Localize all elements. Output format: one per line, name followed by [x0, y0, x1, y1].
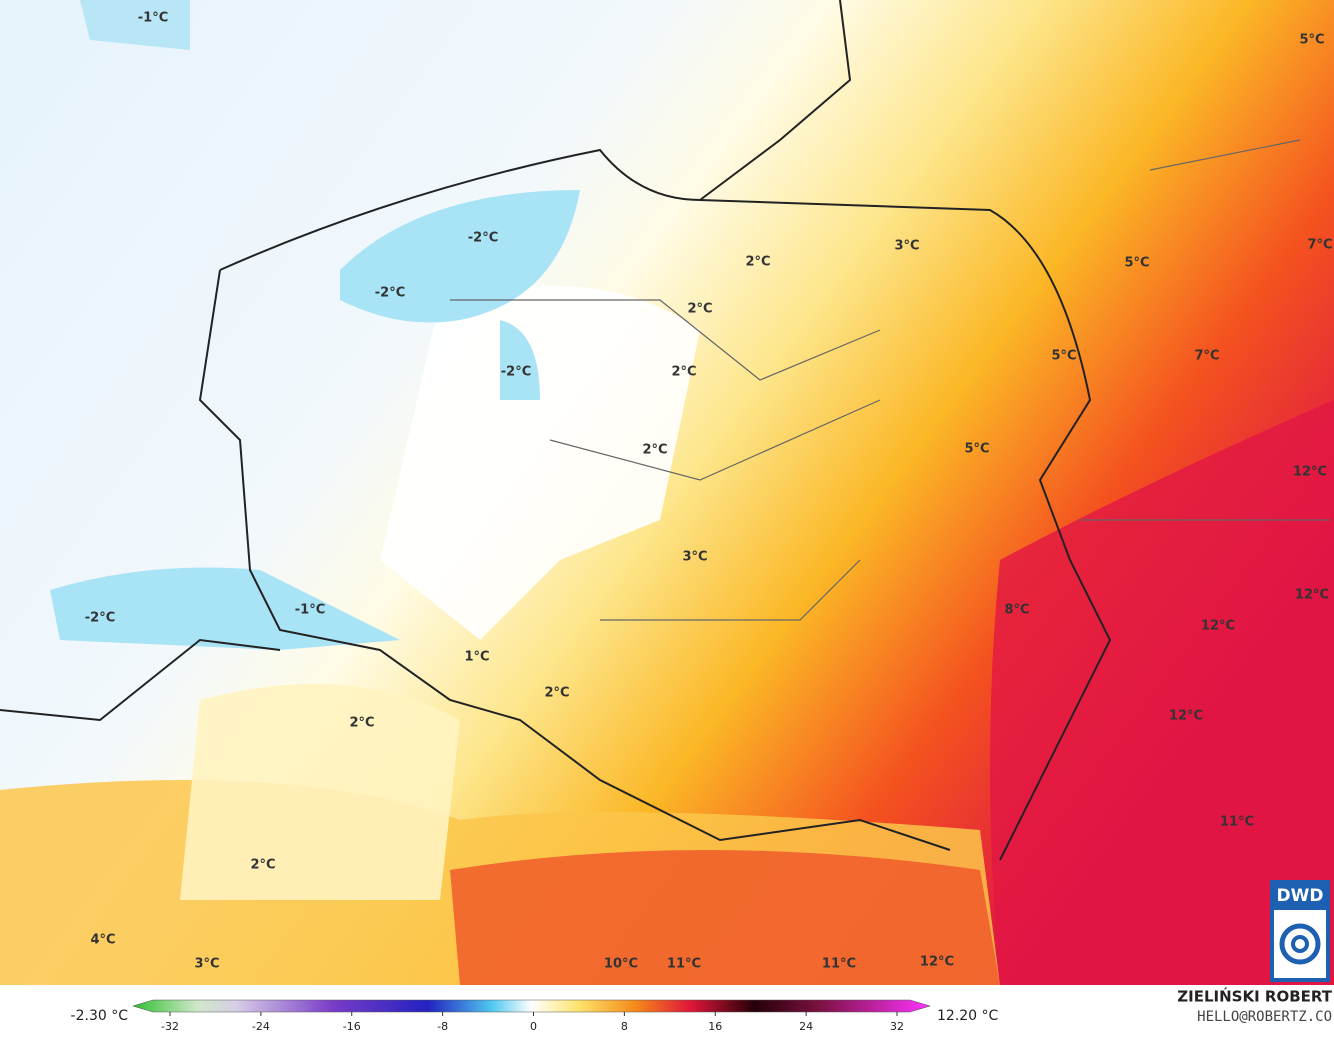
temperature-label: 8°C: [1004, 603, 1029, 618]
temperature-label: 12°C: [1293, 465, 1327, 480]
temperature-label: -1°C: [295, 603, 325, 618]
colorbar-tick-label: -24: [252, 1020, 270, 1033]
temperature-label: 2°C: [250, 858, 275, 873]
colorbar-max: 12.20 °C: [937, 1008, 999, 1024]
temperature-label: 12°C: [1201, 619, 1235, 634]
temperature-label: -2°C: [375, 286, 405, 301]
colorbar-tick-label: -8: [437, 1020, 448, 1033]
temperature-label: 2°C: [349, 716, 374, 731]
temperature-label: 3°C: [894, 239, 919, 254]
temperature-label: 7°C: [1194, 349, 1219, 364]
colorbar-tick-label: -16: [343, 1020, 361, 1033]
temperature-label: 2°C: [642, 443, 667, 458]
temperature-label: 5°C: [1299, 33, 1324, 48]
temperature-label: 11°C: [1220, 815, 1254, 830]
temperature-label: 7°C: [1307, 238, 1332, 253]
temperature-label: 11°C: [667, 957, 701, 972]
author: ZIELIŃSKI ROBERT: [1177, 987, 1332, 1006]
logo: DWD: [1270, 880, 1330, 982]
temperature-label: 2°C: [687, 302, 712, 317]
colorbar-tick-label: 24: [799, 1020, 813, 1033]
colorbar-min: -2.30 °C: [71, 1008, 129, 1024]
temperature-label: 12°C: [920, 955, 954, 970]
temperature-label: 11°C: [822, 957, 856, 972]
temperature-label: 12°C: [1295, 588, 1329, 603]
colorbar-tick-label: 32: [890, 1020, 904, 1033]
temperature-label: 12°C: [1169, 709, 1203, 724]
temperature-label: -2°C: [501, 365, 531, 380]
temperature-label: 3°C: [682, 550, 707, 565]
map: [0, 0, 1334, 985]
temperature-label: 3°C: [194, 957, 219, 972]
temperature-label: 2°C: [671, 365, 696, 380]
temperature-label: 10°C: [604, 957, 638, 972]
logo-text: DWD: [1277, 886, 1324, 906]
temperature-label: -2°C: [468, 231, 498, 246]
email: HELLO@ROBERTZ.CO: [1197, 1009, 1332, 1025]
temperature-label: 4°C: [90, 933, 115, 948]
temperature-label: 5°C: [1051, 349, 1076, 364]
colorbar: [131, 999, 932, 1013]
temperature-label: -1°C: [138, 11, 168, 26]
colorbar-tick-label: 16: [708, 1020, 722, 1033]
temperature-label: 5°C: [964, 442, 989, 457]
colorbar-tick-label: -32: [161, 1020, 179, 1033]
temperature-label: 2°C: [745, 255, 770, 270]
temperature-label: -2°C: [85, 611, 115, 626]
colorbar-tick-label: 0: [530, 1020, 537, 1033]
temperature-label: 1°C: [464, 650, 489, 665]
temperature-label: 2°C: [544, 686, 569, 701]
temperature-label: 5°C: [1124, 256, 1149, 271]
colorbar-tick-label: 8: [621, 1020, 628, 1033]
